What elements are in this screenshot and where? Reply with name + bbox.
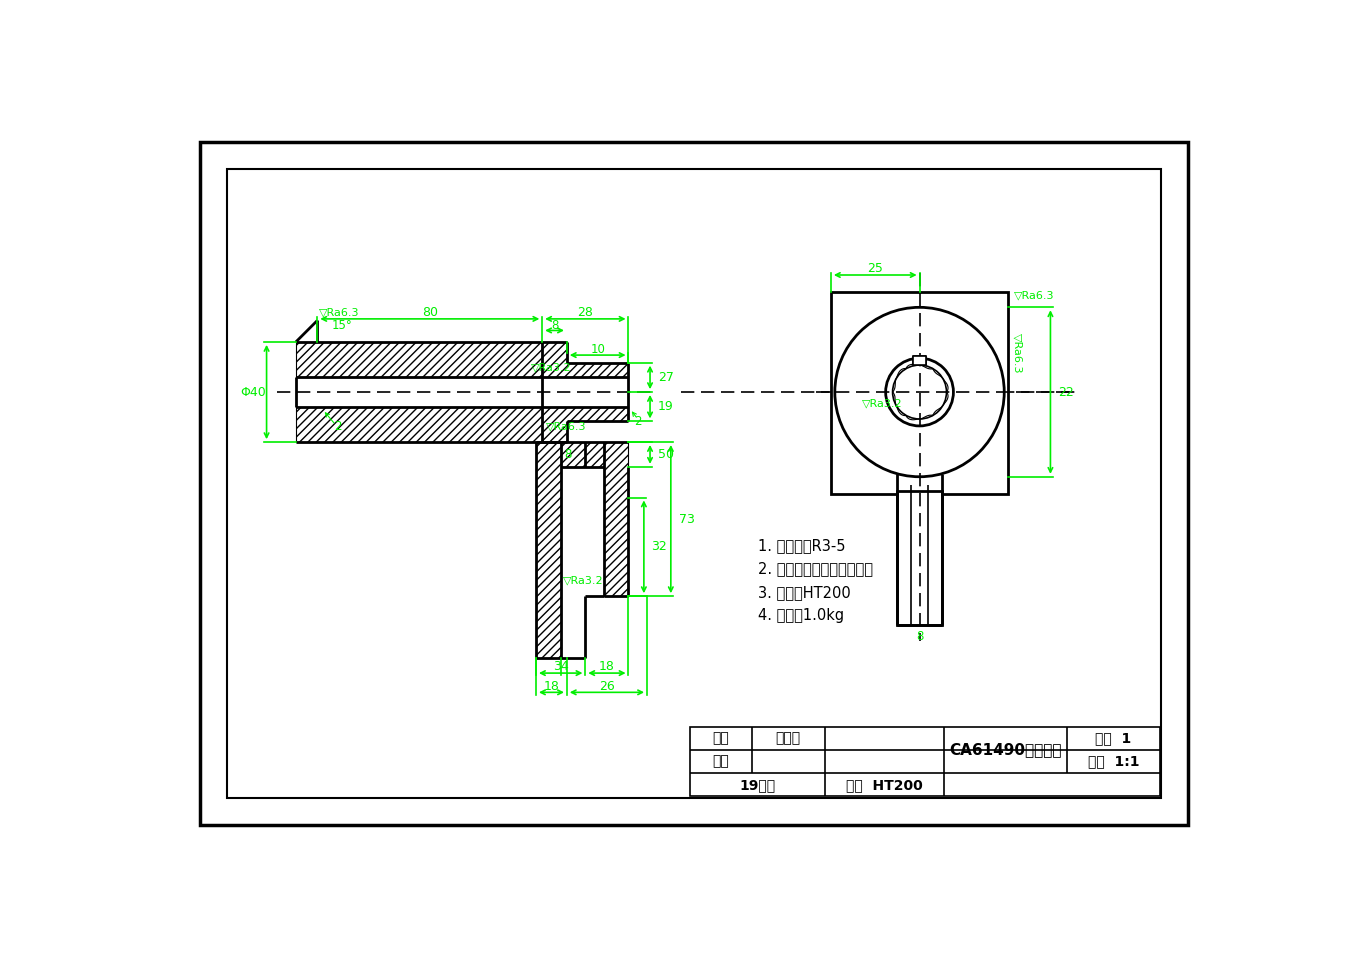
Text: 制图: 制图 bbox=[712, 731, 730, 746]
Text: 数量  1: 数量 1 bbox=[1095, 731, 1132, 746]
Text: 8: 8 bbox=[565, 448, 571, 461]
Text: 18: 18 bbox=[598, 660, 615, 674]
Text: 18: 18 bbox=[543, 679, 559, 693]
Text: 34: 34 bbox=[552, 660, 569, 674]
Text: 27: 27 bbox=[658, 371, 673, 384]
Bar bbox=[831, 292, 1009, 494]
Text: 比例  1:1: 比例 1:1 bbox=[1087, 755, 1139, 768]
Polygon shape bbox=[295, 408, 542, 442]
Text: 2: 2 bbox=[634, 414, 642, 428]
Text: ▽Ra3.2: ▽Ra3.2 bbox=[861, 398, 902, 409]
Text: 8: 8 bbox=[551, 319, 558, 331]
Text: ▽Ra6.3: ▽Ra6.3 bbox=[320, 308, 359, 318]
Text: ▽Ra6.3: ▽Ra6.3 bbox=[1013, 333, 1022, 374]
Text: 19机械: 19机械 bbox=[739, 778, 776, 791]
Polygon shape bbox=[542, 408, 628, 442]
Polygon shape bbox=[295, 342, 542, 377]
Text: 校核: 校核 bbox=[712, 755, 730, 768]
Bar bbox=[913, 356, 926, 365]
Bar bbox=[898, 491, 942, 625]
Text: 28: 28 bbox=[577, 306, 593, 320]
Polygon shape bbox=[542, 342, 628, 377]
Text: 50: 50 bbox=[658, 448, 674, 461]
Text: 4. 重量：1.0kg: 4. 重量：1.0kg bbox=[758, 608, 844, 623]
Text: 材料  HT200: 材料 HT200 bbox=[846, 778, 923, 791]
Text: 1. 铸造圆角R3-5: 1. 铸造圆角R3-5 bbox=[758, 539, 845, 553]
Text: 15°: 15° bbox=[332, 319, 352, 331]
Text: ▽Ra3.2: ▽Ra3.2 bbox=[531, 363, 571, 372]
Text: 26: 26 bbox=[598, 679, 615, 693]
Text: ▽Ra3.2: ▽Ra3.2 bbox=[563, 576, 604, 586]
Text: 8: 8 bbox=[915, 631, 923, 643]
Text: Φ40: Φ40 bbox=[240, 386, 265, 398]
Text: 3. 材料：HT200: 3. 材料：HT200 bbox=[758, 585, 850, 600]
Text: 25: 25 bbox=[868, 262, 883, 276]
Bar bbox=[691, 727, 1160, 796]
Polygon shape bbox=[536, 442, 561, 657]
Text: 22: 22 bbox=[1057, 386, 1074, 398]
Bar bbox=[226, 168, 1162, 798]
Text: ▽Ra6.3: ▽Ra6.3 bbox=[1014, 291, 1055, 300]
Text: CA61490车床拨叉: CA61490车床拨叉 bbox=[949, 743, 1062, 758]
Text: 19: 19 bbox=[658, 400, 673, 413]
Text: 10: 10 bbox=[590, 344, 605, 356]
Polygon shape bbox=[604, 442, 628, 596]
Text: 2: 2 bbox=[334, 420, 343, 434]
Text: 32: 32 bbox=[651, 541, 668, 553]
Polygon shape bbox=[561, 442, 604, 467]
Text: ▽Ra6.3: ▽Ra6.3 bbox=[546, 422, 586, 432]
Text: 73: 73 bbox=[678, 513, 695, 525]
Text: 2. 花键方向与图样方向一致: 2. 花键方向与图样方向一致 bbox=[758, 562, 873, 577]
Text: 彭邻魅: 彭邻魅 bbox=[776, 731, 800, 746]
Text: 80: 80 bbox=[422, 306, 437, 320]
